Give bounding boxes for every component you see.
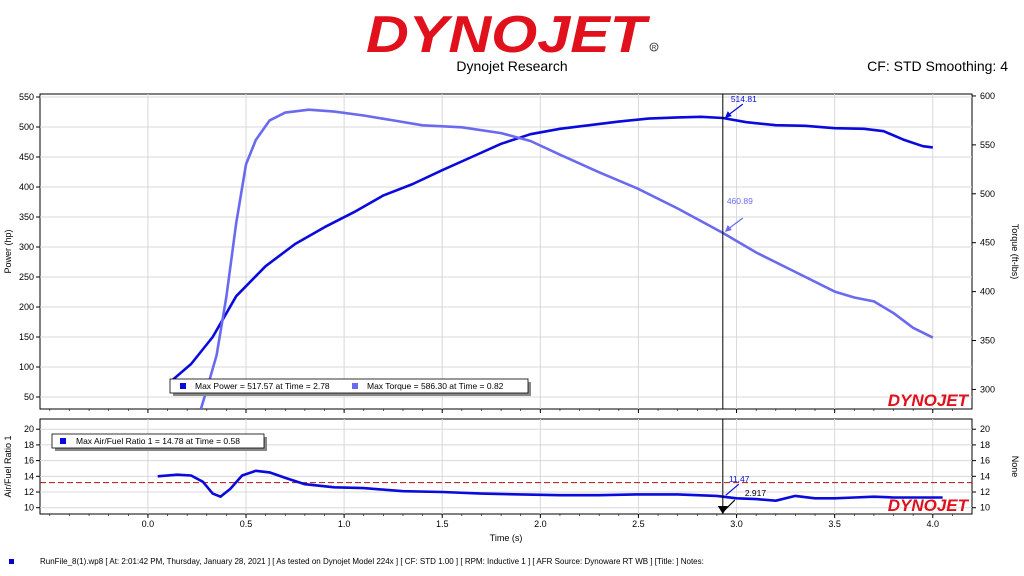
x-tick-label: 0.5 <box>240 519 253 529</box>
y-right-tick-label: 500 <box>980 189 995 199</box>
y-tick-label: 400 <box>19 182 34 192</box>
y-tick-label: 10 <box>24 503 34 513</box>
y-tick-label: 12 <box>24 487 34 497</box>
y-tick-label: 20 <box>24 424 34 434</box>
y-right-tick-label: 550 <box>980 140 995 150</box>
x-tick-label: 2.5 <box>632 519 645 529</box>
cursor-arrow-afr <box>725 483 740 496</box>
legend-swatch-power <box>180 383 186 389</box>
dynojet-logo: DYNOJET R <box>360 6 660 64</box>
cursor-arrowhead-torque <box>724 225 732 233</box>
y-tick-label: 18 <box>24 440 34 450</box>
y-tick-label: 300 <box>19 242 34 252</box>
y-right-tick-label: 350 <box>980 336 995 346</box>
y-right-tick-label: 400 <box>980 287 995 297</box>
watermark-logo: DYNOJET <box>888 496 970 515</box>
y-tick-label: 450 <box>19 152 34 162</box>
cursor-time-arrowhead <box>717 506 728 514</box>
cursor-value-afr: 11.47 <box>729 474 750 484</box>
x-tick-label: 3.5 <box>828 519 841 529</box>
series-line-air-fuel-ratio-1 <box>157 469 943 503</box>
plot-area-1 <box>39 93 973 410</box>
y-right-axis-title: None <box>1010 456 1020 478</box>
svg-text:R: R <box>652 46 657 52</box>
legend-label-afr: Max Air/Fuel Ratio 1 = 14.78 at Time = 0… <box>76 436 240 446</box>
plot-area-2 <box>39 418 973 515</box>
watermark-logo: DYNOJET <box>888 391 970 410</box>
y-right-tick-label: 10 <box>980 503 990 513</box>
x-tick-label: 3.0 <box>730 519 743 529</box>
y-tick-label: 14 <box>24 471 34 481</box>
logo-text: DYNOJET <box>366 6 651 58</box>
legend-swatch-afr <box>60 438 66 444</box>
y-right-tick-label: 12 <box>980 487 990 497</box>
y-tick-label: 550 <box>19 92 34 102</box>
cf-info: CF: STD Smoothing: 4 <box>867 58 1008 74</box>
y-tick-label: 200 <box>19 302 34 312</box>
x-tick-label: 2.0 <box>534 519 547 529</box>
legend-label-torque: Max Torque = 586.30 at Time = 0.82 <box>367 381 504 391</box>
y-right-tick-label: 300 <box>980 384 995 394</box>
cursor-time-value: 2.917 <box>745 488 767 498</box>
y-tick-label: 50 <box>24 392 34 402</box>
x-tick-label: 0.0 <box>142 519 155 529</box>
y-right-tick-label: 18 <box>980 440 990 450</box>
cursor-value-power: 514.81 <box>731 94 757 104</box>
y-axis-title: Air/Fuel Ratio 1 <box>3 435 13 497</box>
y-axis-title: Power (hp) <box>3 229 13 273</box>
y-tick-label: 100 <box>19 362 34 372</box>
y-right-tick-label: 16 <box>980 456 990 466</box>
cursor-arrowhead-power <box>724 111 732 119</box>
x-tick-label: 4.0 <box>927 519 940 529</box>
y-tick-label: 16 <box>24 456 34 466</box>
y-right-tick-label: 20 <box>980 424 990 434</box>
chart-subtitle: Dynojet Research <box>456 58 568 74</box>
legend-box <box>169 378 529 394</box>
run-info-text: RunFile_8(1).wp8 [ At: 2:01:42 PM, Thurs… <box>40 557 704 566</box>
y-right-tick-label: 450 <box>980 238 995 248</box>
y-tick-label: 350 <box>19 212 34 222</box>
x-tick-label: 1.0 <box>338 519 351 529</box>
legend-box <box>51 433 265 449</box>
cursor-time-arrow <box>723 499 736 512</box>
cursor-value-torque: 460.89 <box>727 196 753 206</box>
series-line-torque <box>199 108 934 409</box>
y-right-tick-label: 14 <box>980 471 990 481</box>
legend-swatch-torque <box>352 383 358 389</box>
y-right-axis-title: Torque (ft-lbs) <box>1010 224 1020 280</box>
y-right-tick-label: 600 <box>980 91 995 101</box>
run-info-footer: RunFile_8(1).wp8 [ At: 2:01:42 PM, Thurs… <box>0 556 1024 574</box>
series-line-power <box>170 115 933 382</box>
x-tick-label: 1.5 <box>436 519 449 529</box>
y-tick-label: 250 <box>19 272 34 282</box>
legend-label-power: Max Power = 517.57 at Time = 2.78 <box>195 381 330 391</box>
x-axis-title: Time (s) <box>490 533 523 543</box>
run-color-swatch <box>9 559 14 564</box>
y-tick-label: 150 <box>19 332 34 342</box>
y-tick-label: 500 <box>19 122 34 132</box>
